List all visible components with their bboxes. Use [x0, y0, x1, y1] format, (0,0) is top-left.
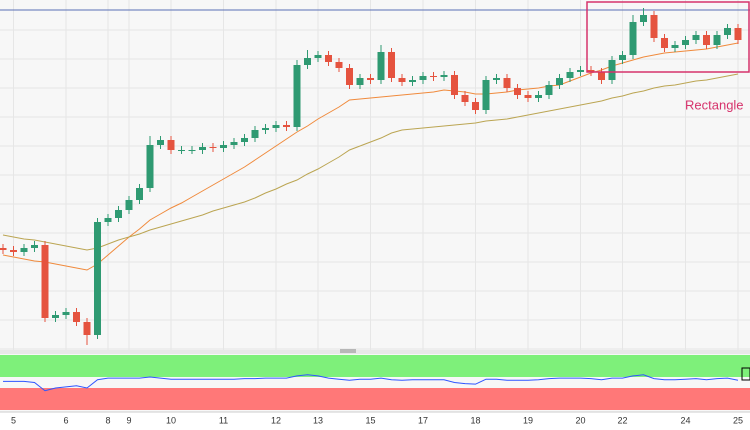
candle-body [430, 76, 437, 77]
candle-body [62, 312, 70, 315]
candle-body [199, 147, 206, 150]
candle-body [682, 40, 689, 45]
candle-body [94, 222, 101, 335]
candle-body [713, 35, 721, 45]
grid [0, 0, 750, 350]
separator [0, 350, 750, 354]
candle-body [629, 22, 637, 55]
candle-body [482, 80, 490, 110]
rectangle-label: Rectangle [685, 97, 744, 112]
candle-body [304, 58, 311, 65]
candle-body [52, 315, 59, 318]
x-tick-label: 6 [63, 415, 68, 425]
candle-body [136, 188, 143, 200]
candle-body [167, 140, 175, 150]
candle-body [178, 150, 185, 151]
candle-body [640, 15, 647, 22]
candle-body [619, 55, 626, 60]
candle-body [220, 145, 227, 148]
x-tick-label: 24 [680, 415, 690, 425]
candle-body [692, 35, 700, 40]
candle-body [293, 65, 301, 127]
candle-body [556, 78, 563, 85]
x-tick-label: 13 [313, 415, 323, 425]
x-tick-label: 5 [11, 415, 16, 425]
candle-body [251, 130, 259, 138]
rectangle-drawing [586, 1, 750, 73]
candle-body [241, 138, 248, 142]
candle-body [125, 200, 133, 210]
candle-body [545, 85, 553, 95]
candle-body [41, 245, 49, 318]
moving-average [2, 73, 739, 251]
x-tick-label: 11 [219, 415, 228, 425]
candle-body [472, 102, 479, 110]
candle-body [83, 322, 91, 335]
x-tick-label: 9 [126, 415, 131, 425]
candle-body [272, 125, 280, 128]
candle-body [115, 210, 122, 218]
x-tick-label: 25 [733, 415, 743, 425]
candle-body [734, 28, 742, 40]
x-tick-label: 20 [575, 415, 585, 425]
candle-body [346, 68, 353, 85]
x-tick-label: 17 [418, 415, 428, 425]
candle-body [493, 78, 500, 80]
osc-marker [741, 367, 750, 381]
candle-body [703, 35, 710, 45]
candle-body [608, 60, 616, 80]
candle-body [377, 52, 385, 80]
x-tick-label: 10 [166, 415, 176, 425]
candle-body [440, 75, 448, 77]
x-tick-label: 8 [105, 415, 110, 425]
candle-body [20, 248, 28, 252]
candle-body [367, 78, 374, 80]
drag-handle[interactable] [340, 349, 356, 353]
candle-body [409, 80, 416, 82]
candle-body [314, 55, 322, 58]
candle-body [724, 28, 731, 35]
candle-body [283, 125, 290, 127]
x-tick-label: 19 [523, 415, 533, 425]
x-tick-label: 15 [365, 415, 375, 425]
candle-body [146, 145, 154, 188]
candle-body [388, 52, 395, 78]
x-tick-label: 18 [470, 415, 480, 425]
osc-upper-zone [0, 355, 750, 377]
candle-body [31, 245, 38, 248]
candle-body [0, 248, 7, 250]
candle-body [335, 62, 343, 68]
candle-body [325, 55, 332, 62]
candle-body [535, 95, 542, 98]
candle-body [188, 150, 196, 151]
candle-body [671, 45, 679, 48]
x-tick-label: 22 [617, 415, 627, 425]
candle-body [587, 70, 595, 72]
candle-body [461, 95, 469, 102]
candle-body [104, 218, 112, 222]
candle-body [230, 142, 238, 145]
candle-body [503, 78, 511, 88]
candle-body [419, 76, 427, 80]
oscillator-line [3, 374, 739, 392]
candle-body [398, 78, 406, 82]
candle-body [650, 15, 658, 38]
candle-body [661, 38, 668, 48]
osc-lower-zone [0, 388, 750, 410]
candle-body [524, 95, 532, 98]
candle-body [10, 250, 17, 252]
candle-body [73, 312, 80, 322]
candle-body [598, 72, 605, 80]
candle-body [566, 72, 574, 78]
candle-body [262, 128, 269, 130]
candle-body [514, 88, 521, 95]
x-tick-label: 12 [271, 415, 281, 425]
candle-body [157, 140, 164, 145]
candle-body [451, 75, 458, 95]
candle-body [577, 70, 584, 72]
candle-body [209, 147, 217, 148]
candle-body [356, 78, 364, 85]
